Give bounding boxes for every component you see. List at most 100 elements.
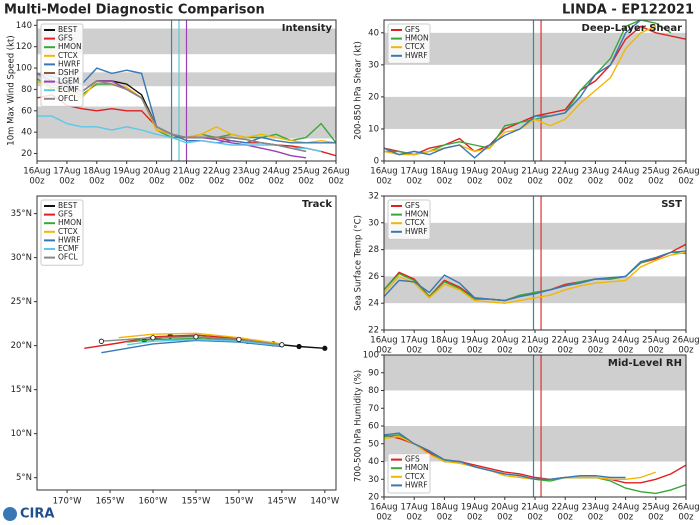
x-tick-label: 26Aug: [672, 167, 699, 177]
legend-label: HMON: [405, 210, 429, 219]
series-line: [384, 434, 686, 484]
series-line: [384, 432, 626, 480]
x-tick-label: 16Aug: [370, 167, 397, 177]
y-tick-label: 30: [368, 475, 379, 485]
x-tick-label: 16Aug: [370, 336, 397, 346]
x-tick-time: 00z: [648, 346, 664, 356]
x-tick-time: 00z: [269, 177, 285, 187]
storm-id: LINDA - EP122021: [562, 3, 694, 18]
x-tick-label: 26Aug: [322, 167, 349, 177]
y-tick-label: 100: [363, 351, 379, 361]
band: [384, 222, 686, 250]
legend-label: OFCL: [58, 253, 78, 262]
panel: 5°N 10°N 15°N 20°N 25°N 30°N 35°N 170°W 165°W 160…: [11, 195, 340, 507]
y-tick-label: 60: [21, 106, 32, 116]
legend-label: CTCX: [405, 472, 425, 481]
x-tick-time: 00z: [298, 177, 314, 187]
x-tick-label: 17Aug: [400, 336, 427, 346]
track-point: [279, 342, 285, 348]
y-tick-label: 20: [368, 92, 379, 102]
x-tick-time: 00z: [497, 177, 513, 187]
panel: 2040608010012014016Aug00z17Aug00z18Aug00…: [7, 19, 350, 187]
x-tick-time: 00z: [678, 177, 694, 187]
x-tick-label: 145°W: [267, 497, 296, 507]
y-tick-label: 5°N: [16, 473, 32, 483]
y-tick-label: 24: [368, 299, 379, 309]
y-tick-label: 80: [368, 386, 379, 396]
x-tick-label: 25Aug: [642, 167, 669, 177]
legend-label: HWRF: [58, 235, 81, 244]
y-tick-label: 140: [16, 21, 32, 31]
panel: 01020304016Aug00z17Aug00z18Aug00z19Aug00…: [354, 19, 700, 187]
x-tick-label: 17Aug: [53, 167, 80, 177]
y-tick-label: 20°N: [11, 341, 32, 351]
x-tick-label: 25Aug: [642, 503, 669, 513]
legend-label: GFS: [58, 34, 73, 43]
legend-label: HWRF: [405, 480, 428, 489]
y-tick-label: 40: [368, 28, 379, 38]
x-tick-time: 00z: [89, 177, 105, 187]
legend-label: CTCX: [405, 218, 425, 227]
y-tick-label: 20: [368, 493, 379, 503]
y-tick-label: 50: [368, 439, 379, 449]
frame: [36, 19, 337, 162]
x-tick-label: 24Aug: [612, 167, 639, 177]
x-tick-time: 00z: [407, 513, 423, 523]
legend-label: HMON: [58, 218, 82, 227]
track-point: [150, 335, 156, 341]
legend-label: HMON: [405, 463, 429, 472]
x-tick-label: 24Aug: [262, 167, 289, 177]
x-tick-time: 00z: [618, 346, 634, 356]
logo: CIRA: [20, 507, 54, 522]
y-tick-label: 22: [368, 326, 379, 336]
x-tick-time: 00z: [588, 346, 604, 356]
legend-label: GFS: [405, 201, 420, 210]
x-tick-label: 22Aug: [551, 336, 578, 346]
legend-label: GFS: [405, 455, 420, 464]
frame: [383, 354, 687, 498]
x-tick-time: 00z: [558, 177, 574, 187]
x-tick-time: 00z: [59, 177, 75, 187]
x-tick-label: 20Aug: [491, 336, 518, 346]
page-title: Multi-Model Diagnostic Comparison: [4, 3, 265, 18]
x-tick-time: 00z: [437, 177, 453, 187]
y-tick-label: 30°N: [11, 253, 32, 263]
x-tick-label: 18Aug: [431, 336, 458, 346]
legend-label: BEST: [58, 201, 78, 210]
panel-title: Mid-Level RH: [608, 358, 682, 369]
y-tick-label: 120: [16, 42, 32, 52]
x-tick-time: 00z: [467, 177, 483, 187]
y-tick-label: 100: [16, 64, 32, 74]
x-tick-label: 16Aug: [370, 503, 397, 513]
x-tick-label: 22Aug: [203, 167, 230, 177]
x-tick-label: 25Aug: [642, 336, 669, 346]
track-point: [236, 336, 242, 343]
x-tick-label: 23Aug: [233, 167, 260, 177]
legend-label: GFS: [58, 210, 73, 219]
legend-label: HMON: [405, 34, 429, 43]
x-tick-label: 24Aug: [612, 336, 639, 346]
legend-label: GFS: [405, 25, 420, 34]
x-tick-time: 00z: [328, 177, 344, 187]
y-tick-label: 25°N: [11, 297, 32, 307]
legend-box: [40, 23, 84, 107]
y-tick-label: 10°N: [11, 429, 32, 439]
x-tick-time: 00z: [497, 346, 513, 356]
legend-box: [387, 453, 431, 494]
x-tick-time: 00z: [437, 513, 453, 523]
frame: [36, 195, 337, 491]
track-point: [296, 343, 302, 350]
series-line: [384, 250, 686, 302]
band: [384, 276, 686, 304]
x-tick-time: 00z: [558, 513, 574, 523]
band: [384, 96, 686, 129]
y-tick-label: 90: [368, 368, 379, 378]
x-tick-time: 00z: [179, 177, 195, 187]
legend-label: HWRF: [405, 51, 428, 60]
x-tick-time: 00z: [678, 346, 694, 356]
track-point: [322, 345, 328, 351]
y-tick-label: 20: [21, 149, 32, 159]
x-tick-label: 140°W: [310, 497, 339, 507]
x-tick-time: 00z: [527, 177, 543, 187]
y-tick-label: 0: [374, 157, 379, 167]
